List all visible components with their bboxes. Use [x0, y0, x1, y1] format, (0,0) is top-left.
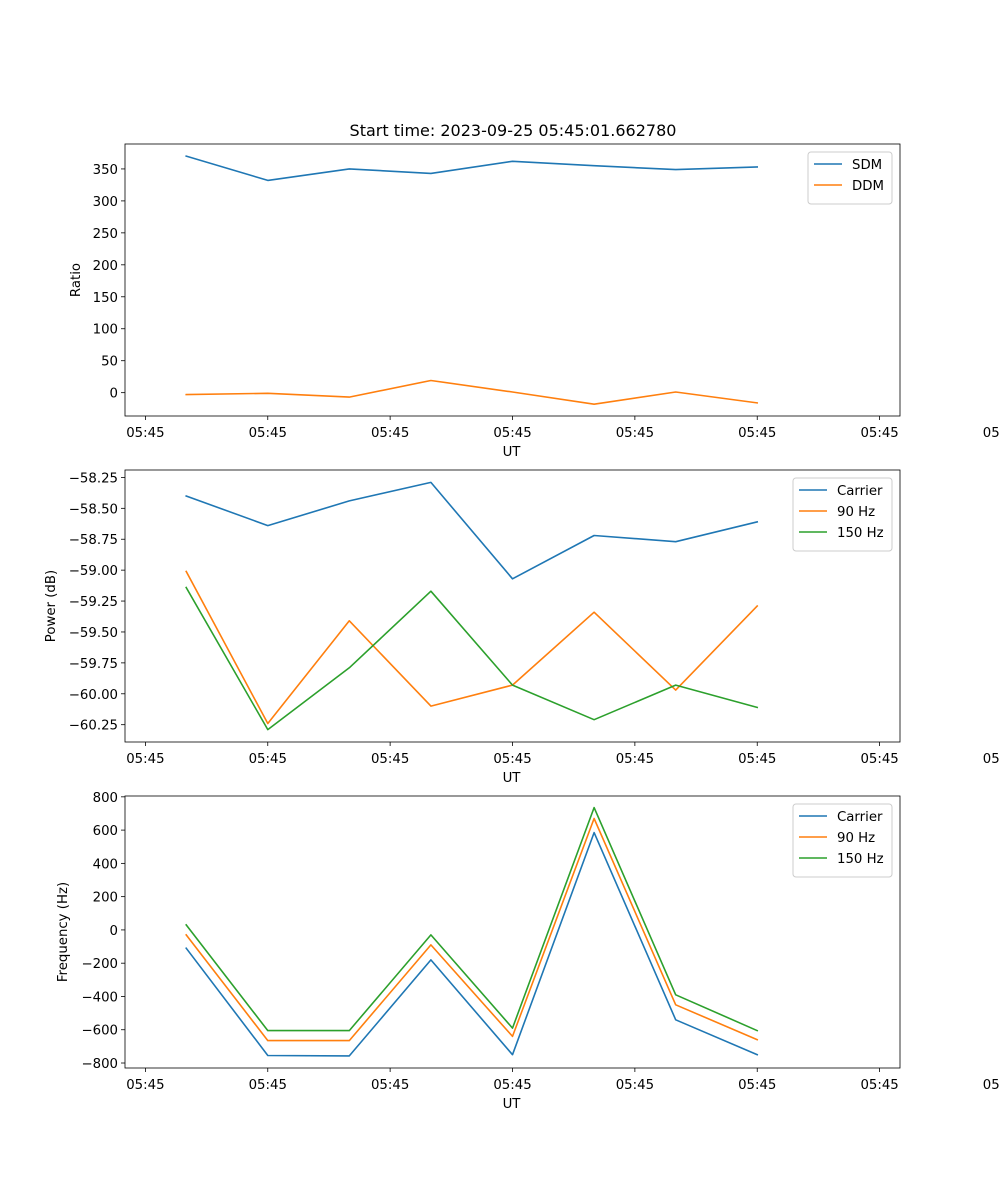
y-tick-label: −200	[81, 957, 118, 972]
legend-label: Carrier	[837, 810, 883, 825]
legend-label: 90 Hz	[837, 831, 875, 846]
series-line-150-hz	[185, 806, 759, 1032]
x-tick-label: 05:45	[493, 752, 531, 767]
y-tick-label: 250	[93, 227, 118, 242]
y-tick-label: −59.25	[69, 595, 118, 610]
y-tick-label: 0	[110, 924, 118, 939]
x-tick-label: 05:45	[738, 1078, 776, 1093]
y-tick-label: 600	[93, 824, 118, 839]
x-axis-label: UT	[503, 771, 522, 786]
power-panel: 05:45 05:45 05:45 05:45 05:45 05:45 05:45 05:46…	[44, 469, 1000, 786]
x-tick-label: 05:45	[860, 752, 898, 767]
y-tick-label: −58.50	[69, 502, 118, 517]
series-line-150-hz	[185, 586, 759, 731]
y-tick-label: −59.75	[69, 657, 118, 672]
x-axis-label: UT	[503, 1097, 522, 1112]
legend-box	[807, 151, 893, 205]
legend-label: DDM	[852, 179, 884, 194]
legend-label: 90 Hz	[837, 505, 875, 520]
y-tick-label: −58.75	[69, 533, 118, 548]
x-tick-label: 05:45	[616, 1078, 654, 1093]
y-tick-label: 400	[93, 857, 118, 872]
x-tick-label: 05:46	[983, 426, 1000, 441]
ratio-panel: 05:45 05:45 05:45 05:45 05:45 05:45 05:45 05:46…	[69, 143, 1000, 460]
y-tick-label: 300	[93, 195, 118, 210]
axes-frame	[124, 469, 901, 743]
x-tick-label: 05:45	[616, 752, 654, 767]
x-tick-label: 05:45	[126, 752, 164, 767]
x-tick-label: 05:45	[249, 752, 287, 767]
y-axis-label: Power (dB)	[44, 570, 59, 642]
y-axis-label: Frequency (Hz)	[56, 882, 71, 982]
legend-label: SDM	[852, 158, 882, 173]
x-tick-label: 05:45	[738, 752, 776, 767]
y-tick-label: 200	[93, 891, 118, 906]
y-tick-label: 0	[110, 387, 118, 402]
x-tick-label: 05:45	[249, 426, 287, 441]
series-line-carrier	[185, 481, 759, 580]
x-tick-label: 05:45	[493, 426, 531, 441]
y-tick-label: −59.00	[69, 564, 118, 579]
series-line-carrier	[185, 831, 759, 1057]
series-line-90-hz	[185, 570, 759, 725]
series-line-sdm	[185, 155, 759, 182]
legend-label: 150 Hz	[837, 852, 884, 867]
y-tick-label: −59.50	[69, 626, 118, 641]
series-line-90-hz	[185, 817, 759, 1042]
figure-title: Start time: 2023-09-25 05:45:01.662780	[350, 121, 677, 140]
axes-frame	[124, 795, 901, 1069]
frequency-panel: 05:45 05:45 05:45 05:45 05:45 05:45 05:45 05:46…	[56, 791, 1000, 1112]
y-tick-label: 50	[101, 355, 118, 370]
legend-label: Carrier	[837, 484, 883, 499]
axes-frame	[124, 143, 901, 417]
y-tick-label: 150	[93, 291, 118, 306]
y-tick-label: −60.00	[69, 688, 118, 703]
y-tick-label: 100	[93, 323, 118, 338]
series-line-ddm	[185, 379, 759, 406]
y-tick-label: −800	[81, 1057, 118, 1072]
y-tick-label: 800	[93, 791, 118, 806]
y-axis-label: Ratio	[69, 263, 84, 297]
x-tick-label: 05:45	[249, 1078, 287, 1093]
y-tick-label: −600	[81, 1024, 118, 1039]
x-axis-label: UT	[503, 445, 522, 460]
x-tick-label: 05:45	[126, 426, 164, 441]
x-tick-label: 05:45	[126, 1078, 164, 1093]
x-tick-label: 05:45	[371, 426, 409, 441]
x-tick-label: 05:46	[983, 1078, 1000, 1093]
x-tick-label: 05:45	[371, 1078, 409, 1093]
y-tick-label: 200	[93, 259, 118, 274]
x-tick-label: 05:45	[738, 426, 776, 441]
y-tick-label: −60.25	[69, 719, 118, 734]
y-tick-label: 350	[93, 163, 118, 178]
x-tick-label: 05:46	[983, 752, 1000, 767]
x-tick-label: 05:45	[616, 426, 654, 441]
x-tick-label: 05:45	[371, 752, 409, 767]
x-tick-label: 05:45	[860, 426, 898, 441]
legend-label: 150 Hz	[837, 526, 884, 541]
x-tick-label: 05:45	[493, 1078, 531, 1093]
x-tick-label: 05:45	[860, 1078, 898, 1093]
y-tick-label: −58.25	[69, 471, 118, 486]
y-tick-label: −400	[81, 990, 118, 1005]
